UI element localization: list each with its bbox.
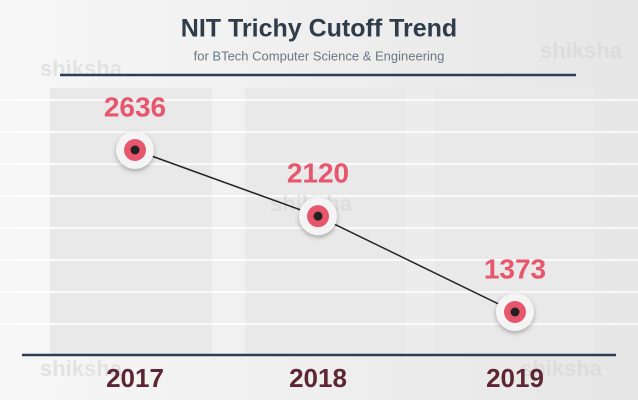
point xyxy=(299,197,337,236)
value-label: 2120 xyxy=(287,158,349,189)
point-dot xyxy=(130,145,140,155)
x-tick-label: 2017 xyxy=(106,363,164,393)
x-tick-label: 2018 xyxy=(289,363,347,393)
point xyxy=(496,293,534,331)
point-dot xyxy=(313,211,323,221)
chart-title: NIT Trichy Cutoff Trend xyxy=(181,15,457,43)
watermark: shiksha xyxy=(40,356,123,381)
point xyxy=(116,131,154,169)
value-label: 1373 xyxy=(484,253,546,284)
band xyxy=(50,88,212,355)
x-tick-label: 2019 xyxy=(486,363,544,393)
watermark: shiksha xyxy=(40,56,123,81)
watermark: shiksha xyxy=(520,356,603,381)
watermark: shiksha xyxy=(540,38,623,63)
chart-subtitle: for BTech Computer Science & Engineering xyxy=(194,48,445,63)
point-dot xyxy=(510,307,520,317)
value-label: 2636 xyxy=(104,91,166,122)
